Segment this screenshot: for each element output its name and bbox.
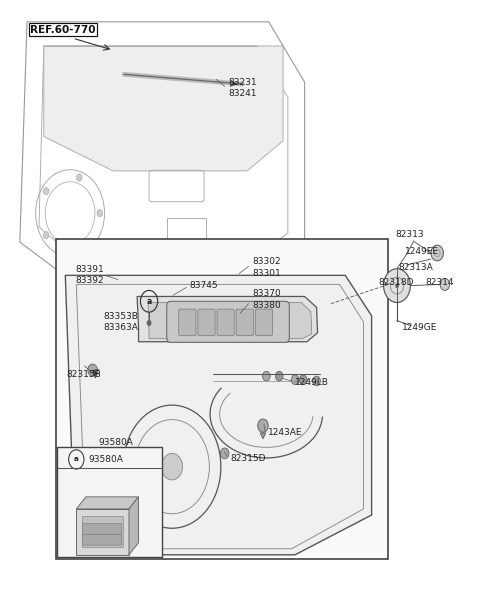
Circle shape <box>43 232 49 239</box>
FancyBboxPatch shape <box>217 309 234 336</box>
FancyBboxPatch shape <box>167 301 289 342</box>
Text: 83391
83392: 83391 83392 <box>75 265 104 286</box>
Circle shape <box>276 371 283 381</box>
FancyBboxPatch shape <box>83 523 122 534</box>
Text: 82313A: 82313A <box>398 263 432 272</box>
Text: 83745: 83745 <box>190 281 218 290</box>
Text: 1243AE: 1243AE <box>268 428 302 437</box>
Circle shape <box>220 448 229 459</box>
Circle shape <box>395 283 399 288</box>
Text: 83302
83301: 83302 83301 <box>252 258 281 278</box>
Bar <box>56 239 388 559</box>
Bar <box>82 515 123 547</box>
Circle shape <box>384 269 410 302</box>
Text: 82318D: 82318D <box>379 278 414 287</box>
Polygon shape <box>260 433 266 439</box>
Circle shape <box>97 209 103 217</box>
Text: REF.60-770: REF.60-770 <box>30 25 96 34</box>
Text: a: a <box>146 297 152 306</box>
Polygon shape <box>129 497 139 555</box>
Text: 82313: 82313 <box>396 230 424 239</box>
Polygon shape <box>44 46 283 171</box>
Text: 93580A: 93580A <box>88 455 123 464</box>
FancyBboxPatch shape <box>198 309 215 336</box>
Bar <box>167 218 206 242</box>
Text: a: a <box>74 456 79 462</box>
Polygon shape <box>137 296 318 342</box>
Circle shape <box>258 419 268 433</box>
Circle shape <box>76 174 82 181</box>
FancyBboxPatch shape <box>179 309 196 336</box>
Circle shape <box>291 375 299 385</box>
Circle shape <box>263 371 270 381</box>
Bar <box>57 447 161 557</box>
Circle shape <box>161 453 182 480</box>
Text: 1249GE: 1249GE <box>402 323 437 332</box>
Circle shape <box>76 245 82 252</box>
Circle shape <box>431 245 444 261</box>
Text: 93580A: 93580A <box>99 438 134 447</box>
Text: 1249LB: 1249LB <box>295 378 329 387</box>
Polygon shape <box>148 302 312 339</box>
Text: 82315B: 82315B <box>67 370 101 379</box>
Polygon shape <box>65 275 372 555</box>
Circle shape <box>147 320 152 326</box>
Text: 82315D: 82315D <box>230 454 266 463</box>
Text: 83231
83241: 83231 83241 <box>228 78 257 98</box>
Text: 83370
83380: 83370 83380 <box>252 289 281 310</box>
Circle shape <box>300 375 307 385</box>
Text: 82314: 82314 <box>426 278 454 287</box>
Circle shape <box>313 376 321 386</box>
Text: 1249EE: 1249EE <box>405 247 439 256</box>
Circle shape <box>43 188 49 195</box>
Polygon shape <box>76 497 139 509</box>
FancyBboxPatch shape <box>83 534 122 545</box>
FancyBboxPatch shape <box>255 309 273 336</box>
Text: 83353B
83363A: 83353B 83363A <box>104 312 138 332</box>
Circle shape <box>88 364 97 376</box>
FancyBboxPatch shape <box>236 309 253 336</box>
Polygon shape <box>76 509 129 555</box>
Circle shape <box>440 278 450 290</box>
